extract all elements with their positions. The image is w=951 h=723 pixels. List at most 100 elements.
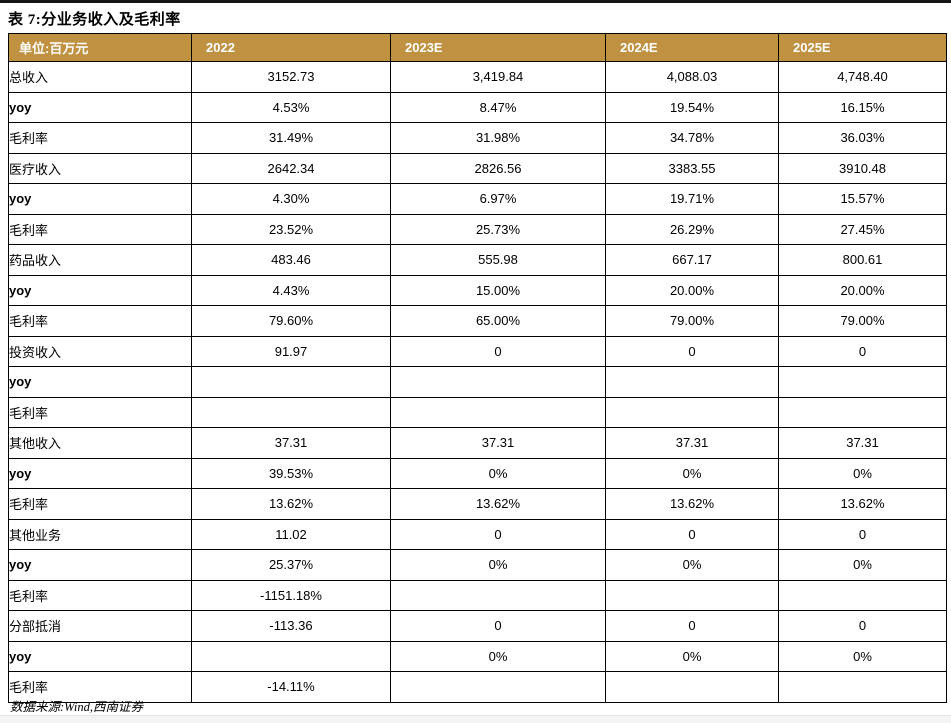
table-row: 毛利率 23.52% 25.73% 26.29% 27.45%: [8, 213, 947, 245]
table-row: yoy 4.53% 8.47% 19.54% 16.15%: [8, 91, 947, 123]
row-label: yoy: [8, 91, 192, 123]
table-cell: 0%: [778, 640, 947, 672]
table-cell: 2826.56: [390, 152, 606, 184]
table-cell: 0%: [390, 549, 606, 581]
row-label: yoy: [8, 366, 192, 398]
table-cell: 37.31: [390, 427, 606, 459]
column-header-unit: 单位:百万元: [8, 33, 192, 62]
table-cell: 13.62%: [605, 488, 779, 520]
table-cell: 4,748.40: [778, 61, 947, 93]
row-label: 药品收入: [8, 244, 192, 276]
table-cell: 34.78%: [605, 122, 779, 154]
table-cell: 3383.55: [605, 152, 779, 184]
table-cell: [778, 671, 947, 703]
table-cell: [191, 366, 391, 398]
table-cell: 11.02: [191, 518, 391, 550]
table-cell: 8.47%: [390, 91, 606, 123]
table-row: 药品收入 483.46 555.98 667.17 800.61: [8, 244, 947, 276]
row-label: 医疗收入: [8, 152, 192, 184]
table-row: 分部抵消 -113.36 0 0 0: [8, 610, 947, 642]
table-row: 其他收入 37.31 37.31 37.31 37.31: [8, 427, 947, 459]
top-rule: [0, 0, 951, 3]
table-header-row: 单位:百万元 2022 2023E 2024E 2025E: [8, 33, 947, 62]
table-cell: 79.60%: [191, 305, 391, 337]
table-cell: 19.54%: [605, 91, 779, 123]
row-label: 分部抵消: [8, 610, 192, 642]
row-label: 投资收入: [8, 335, 192, 367]
table-cell: 15.57%: [778, 183, 947, 215]
table-cell: [778, 579, 947, 611]
table-cell: 483.46: [191, 244, 391, 276]
table-cell: 4.43%: [191, 274, 391, 306]
table-cell: [778, 366, 947, 398]
table-cell: 6.97%: [390, 183, 606, 215]
table-cell: 79.00%: [778, 305, 947, 337]
table-cell: [390, 396, 606, 428]
table-cell: -113.36: [191, 610, 391, 642]
row-label: 其他收入: [8, 427, 192, 459]
row-label: yoy: [8, 640, 192, 672]
column-header-2023e: 2023E: [390, 33, 606, 62]
table-cell: [390, 366, 606, 398]
table-cell: 0: [778, 610, 947, 642]
table-cell: [191, 640, 391, 672]
table-cell: 20.00%: [778, 274, 947, 306]
table-cell: 79.00%: [605, 305, 779, 337]
table-cell: [390, 671, 606, 703]
table-title: 表 7:分业务收入及毛利率: [8, 12, 181, 28]
table-cell: [778, 396, 947, 428]
table-cell: 31.98%: [390, 122, 606, 154]
table-cell: [191, 396, 391, 428]
table-cell: 25.73%: [390, 213, 606, 245]
column-header-2025e: 2025E: [778, 33, 947, 62]
table-cell: 4.30%: [191, 183, 391, 215]
table-cell: 0%: [778, 549, 947, 581]
table-cell: 26.29%: [605, 213, 779, 245]
table-cell: 800.61: [778, 244, 947, 276]
table-row: yoy 25.37% 0% 0% 0%: [8, 549, 947, 581]
row-label: 毛利率: [8, 579, 192, 611]
table-row: 总收入 3152.73 3,419.84 4,088.03 4,748.40: [8, 61, 947, 93]
row-label: yoy: [8, 274, 192, 306]
table-cell: 39.53%: [191, 457, 391, 489]
data-source-note: 数据来源:Wind,西南证券: [10, 700, 143, 714]
table-row: 毛利率 -1151.18%: [8, 579, 947, 611]
table-cell: 37.31: [778, 427, 947, 459]
row-label: 毛利率: [8, 671, 192, 703]
table-cell: 0%: [390, 457, 606, 489]
table-cell: 65.00%: [390, 305, 606, 337]
table-cell: 3910.48: [778, 152, 947, 184]
table-cell: 0%: [390, 640, 606, 672]
row-label: 总收入: [8, 61, 192, 93]
column-header-2024e: 2024E: [605, 33, 779, 62]
table-cell: 25.37%: [191, 549, 391, 581]
row-label: 毛利率: [8, 213, 192, 245]
table-row: 毛利率 13.62% 13.62% 13.62% 13.62%: [8, 488, 947, 520]
table-cell: 31.49%: [191, 122, 391, 154]
row-label: yoy: [8, 549, 192, 581]
row-label: 毛利率: [8, 396, 192, 428]
table-cell: 0: [778, 518, 947, 550]
table-cell: 4.53%: [191, 91, 391, 123]
row-label: 毛利率: [8, 305, 192, 337]
table-cell: 3,419.84: [390, 61, 606, 93]
table-cell: 19.71%: [605, 183, 779, 215]
table-row: 毛利率 31.49% 31.98% 34.78% 36.03%: [8, 122, 947, 154]
table-cell: 37.31: [191, 427, 391, 459]
table-cell: 4,088.03: [605, 61, 779, 93]
row-label: 毛利率: [8, 488, 192, 520]
column-header-2022: 2022: [191, 33, 391, 62]
table-row: 毛利率 79.60% 65.00% 79.00% 79.00%: [8, 305, 947, 337]
table-cell: 2642.34: [191, 152, 391, 184]
table-cell: 0%: [778, 457, 947, 489]
table-row: yoy: [8, 366, 947, 398]
table-row: 毛利率 -14.11%: [8, 671, 947, 703]
table-cell: -1151.18%: [191, 579, 391, 611]
table-cell: 0: [605, 335, 779, 367]
row-label: yoy: [8, 183, 192, 215]
table-cell: 16.15%: [778, 91, 947, 123]
table-row: yoy 39.53% 0% 0% 0%: [8, 457, 947, 489]
table-row: yoy 4.30% 6.97% 19.71% 15.57%: [8, 183, 947, 215]
table-cell: 20.00%: [605, 274, 779, 306]
table-cell: [605, 396, 779, 428]
